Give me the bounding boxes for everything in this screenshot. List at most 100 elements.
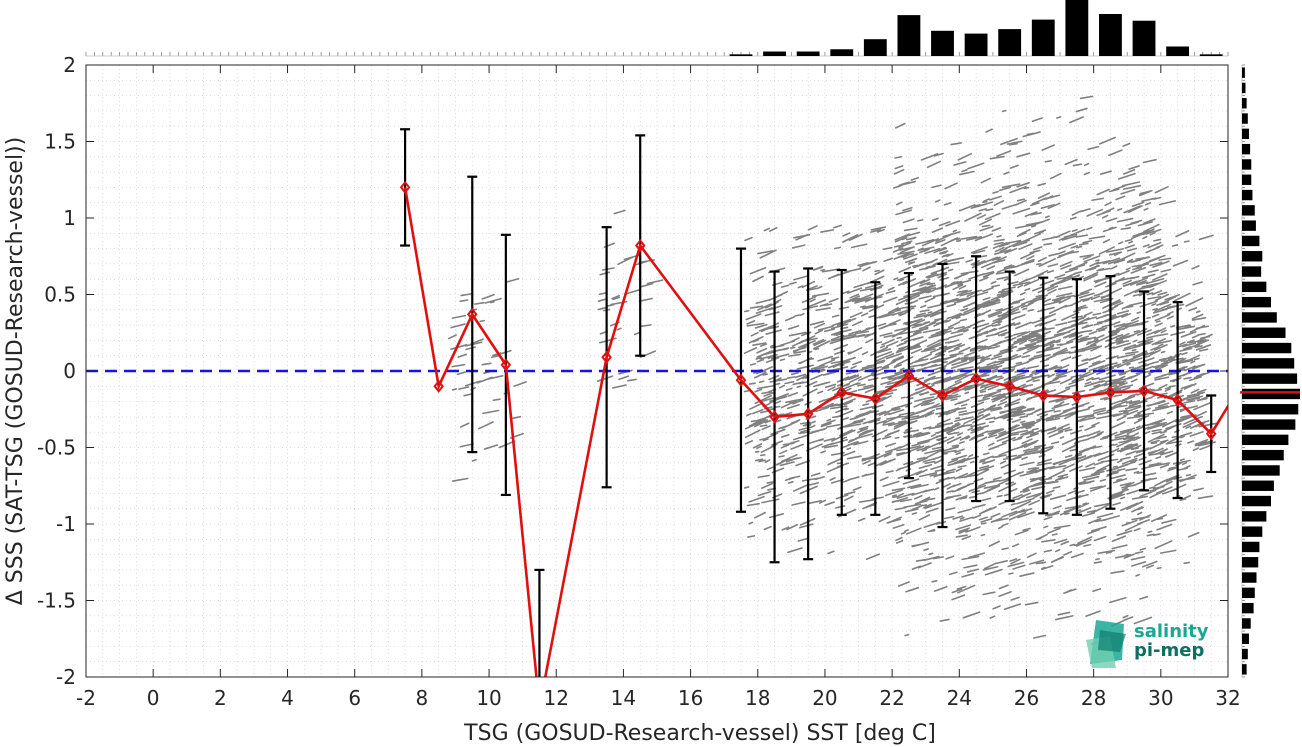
scatter-streak xyxy=(780,399,798,409)
scatter-streak xyxy=(999,397,1008,403)
scatter-streak xyxy=(1019,461,1035,467)
scatter-streak xyxy=(1009,185,1027,194)
scatter-streak xyxy=(931,446,943,450)
scatter-streak xyxy=(820,422,832,428)
scatter-streak xyxy=(1093,297,1111,303)
scatter-streak xyxy=(1191,334,1200,339)
scatter-streak xyxy=(1078,292,1095,299)
scatter-streak xyxy=(924,445,930,449)
right-hist-bar xyxy=(1242,312,1277,323)
scatter-streak xyxy=(1084,425,1096,431)
scatter-streak xyxy=(955,316,961,320)
scatter-streak xyxy=(956,585,967,590)
x-tick-label: 20 xyxy=(812,686,837,710)
scatter-streak xyxy=(451,388,457,391)
scatter-streak xyxy=(945,386,957,391)
scatter-streak xyxy=(975,359,985,366)
scatter-streak xyxy=(897,250,915,255)
scatter-streak xyxy=(1137,221,1153,227)
scatter-streak xyxy=(1049,464,1067,470)
scatter-streak xyxy=(778,384,786,389)
scatter-streak xyxy=(776,461,784,466)
scatter-streak xyxy=(1129,400,1141,404)
scatter-streak xyxy=(1097,549,1116,555)
scatter-streak xyxy=(1053,403,1062,408)
scatter-streak xyxy=(1070,552,1084,559)
scatter-streak xyxy=(1085,345,1100,351)
scatter-streak xyxy=(979,218,993,226)
scatter-streak xyxy=(851,297,861,303)
scatter-streak xyxy=(1042,339,1060,348)
scatter-streak xyxy=(1009,142,1018,146)
scatter-streak xyxy=(1084,380,1102,388)
scatter-streak xyxy=(1131,316,1140,322)
scatter-streak xyxy=(1064,158,1078,166)
scatter-streak xyxy=(944,395,962,401)
scatter-streak xyxy=(827,386,836,392)
scatter-streak xyxy=(897,465,909,471)
scatter-streak xyxy=(874,419,888,425)
scatter-streak xyxy=(452,477,469,482)
scatter-streak xyxy=(961,307,969,312)
scatter-streak xyxy=(994,361,1005,367)
scatter-streak xyxy=(1082,255,1092,260)
scatter-streak xyxy=(1154,322,1163,327)
scatter-streak xyxy=(881,435,892,440)
scatter-streak xyxy=(748,336,764,344)
scatter-streak xyxy=(1198,348,1209,352)
scatter-streak xyxy=(1132,444,1142,450)
x-tick-label: 28 xyxy=(1081,686,1106,710)
scatter-streak xyxy=(1191,265,1200,270)
scatter-streak xyxy=(993,200,1005,206)
scatter-streak xyxy=(919,278,931,285)
scatter-streak xyxy=(1041,539,1056,543)
scatter-streak xyxy=(924,431,930,435)
scatter-streak xyxy=(1195,397,1201,400)
scatter-streak xyxy=(902,218,915,224)
scatter-streak xyxy=(970,246,988,254)
right-hist-bar xyxy=(1242,98,1247,109)
scatter-streak xyxy=(967,427,974,431)
scatter-streak xyxy=(861,456,874,460)
scatter-streak xyxy=(843,382,859,390)
scatter-streak xyxy=(1064,412,1071,417)
scatter-streak xyxy=(1164,386,1172,390)
scatter-streak xyxy=(958,410,967,414)
scatter-streak xyxy=(1083,316,1097,322)
scatter-streak xyxy=(1111,400,1122,405)
scatter-streak xyxy=(1098,136,1116,145)
scatter-streak xyxy=(947,380,962,389)
scatter-streak xyxy=(1029,429,1043,436)
scatter-streak xyxy=(1154,339,1173,345)
scatter-streak xyxy=(1075,306,1088,310)
scatter-streak xyxy=(1142,235,1148,240)
scatter-streak xyxy=(975,436,988,444)
scatter-streak xyxy=(1047,263,1059,268)
scatter-streak xyxy=(1104,201,1112,207)
scatter-streak xyxy=(1022,233,1041,243)
scatter-streak xyxy=(784,316,796,322)
scatter-streak xyxy=(961,555,980,561)
scatter-streak xyxy=(1030,211,1042,216)
mean-marker xyxy=(399,180,411,195)
scatter-streak xyxy=(1043,549,1053,553)
scatter-streak xyxy=(1116,310,1130,315)
scatter-streak xyxy=(1121,484,1137,489)
scatter-streak xyxy=(1193,357,1200,361)
scatter-streak xyxy=(1088,235,1106,240)
scatter-streak xyxy=(786,523,799,531)
x-tick-label: 12 xyxy=(544,686,569,710)
right-hist-bar xyxy=(1242,358,1295,369)
scatter-streak xyxy=(1096,320,1105,324)
scatter-streak xyxy=(886,388,898,393)
scatter-streak xyxy=(1150,514,1168,523)
scatter-streak xyxy=(1139,595,1149,600)
scatter-streak xyxy=(1122,320,1139,328)
scatter-streak xyxy=(1087,296,1093,300)
scatter-streak xyxy=(1064,428,1073,432)
scatter-streak xyxy=(899,367,905,371)
scatter-streak xyxy=(985,208,994,212)
scatter-streak xyxy=(930,363,938,367)
scatter-streak xyxy=(799,312,805,317)
scatter-streak xyxy=(964,212,982,222)
